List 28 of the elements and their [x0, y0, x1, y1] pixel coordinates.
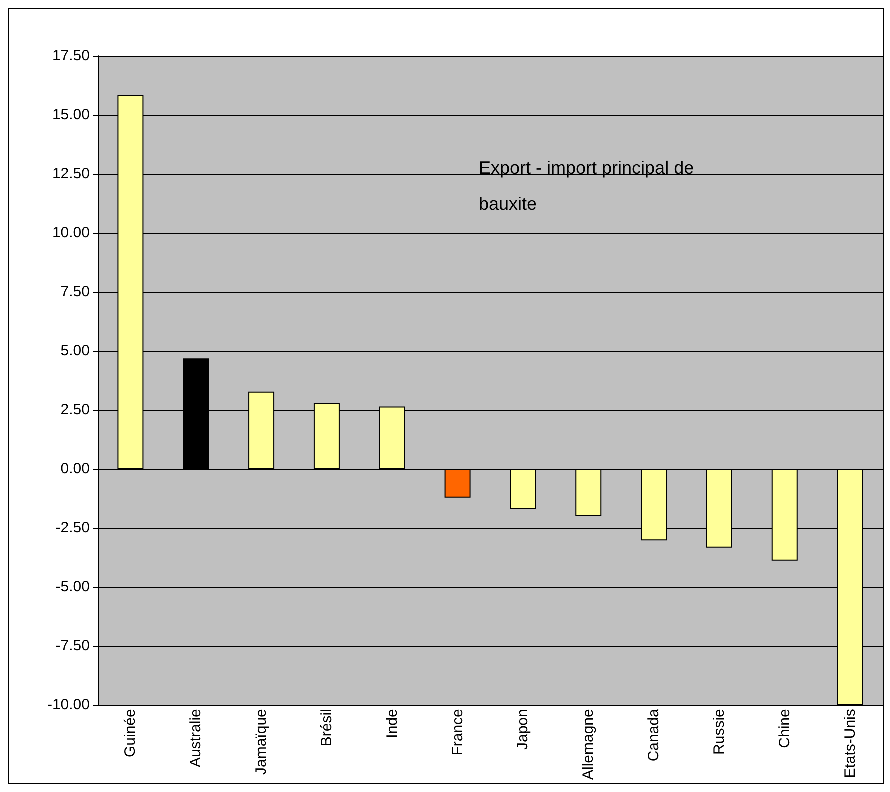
y-tick-label: 10.00 [52, 224, 90, 242]
y-tick-label: 7.50 [60, 284, 90, 301]
y-tick-label: 0.00 [60, 460, 90, 478]
y-tick-label: -10.00 [47, 696, 90, 714]
x-tick-label: Etats-Unis [842, 709, 859, 778]
x-tick-label: Canada [646, 708, 663, 762]
x-tick-label: Brésil [318, 709, 336, 747]
bar [444, 469, 471, 498]
x-tick-label: France [449, 709, 466, 756]
x-tick-label: Russie [710, 709, 728, 755]
y-tick-label: -7.50 [56, 638, 90, 655]
y-tick-label: 2.50 [60, 402, 90, 419]
x-tick-label: Inde [384, 709, 401, 738]
text: Export - import principal de bauxite [479, 158, 700, 214]
bar [510, 469, 536, 509]
x-tick-label: Australie [188, 709, 205, 768]
x-tick-label: Jamaïque [253, 709, 270, 775]
y-tick-label: 12.50 [52, 166, 90, 183]
x-tick-label: Guinée [122, 709, 140, 758]
x-tick-label: Japon [514, 709, 532, 750]
y-tick-label: 17.50 [52, 48, 90, 64]
x-tick-label: Chine [776, 709, 794, 748]
y-tick-label: -2.50 [56, 520, 90, 537]
bar [576, 469, 602, 516]
y-tick-label: 15.00 [52, 106, 90, 124]
y-tick-label: 5.00 [60, 342, 90, 360]
x-tick-label: Allemagne [580, 709, 598, 780]
y-tick-label: -5.00 [56, 578, 90, 596]
